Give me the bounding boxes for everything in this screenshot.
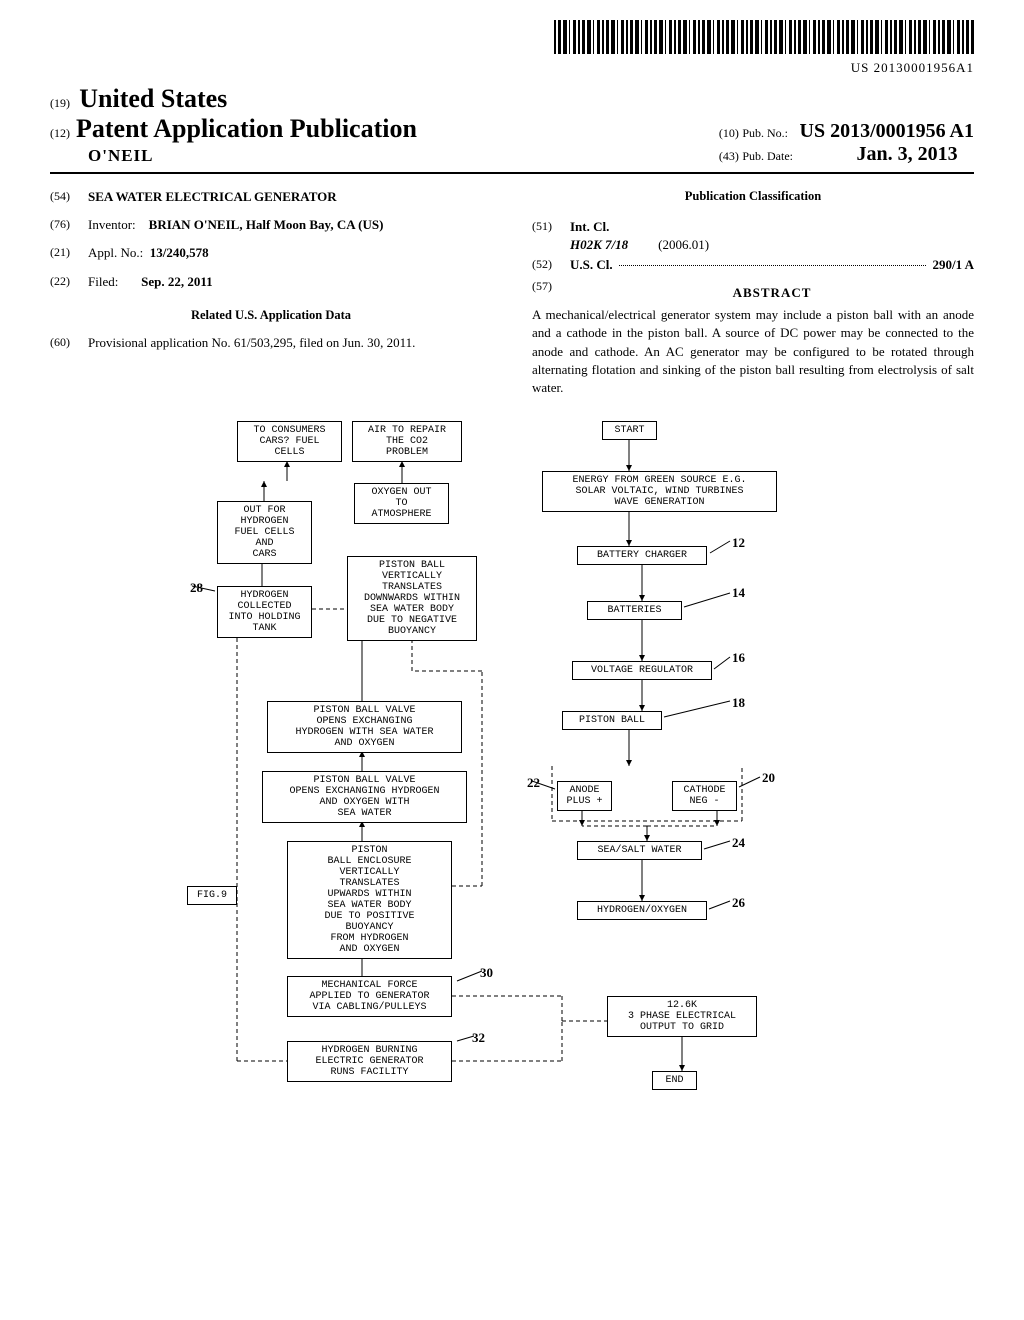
- ref-label-16: 16: [732, 651, 745, 665]
- classification-heading: Publication Classification: [532, 188, 974, 206]
- diagram-box-outh2: OUT FOR HYDROGEN FUEL CELLS AND CARS: [217, 501, 312, 564]
- ref-label-12: 12: [732, 536, 745, 550]
- ref-label-18: 18: [732, 696, 745, 710]
- marker-19: (19): [50, 96, 70, 110]
- applno-value: 13/240,578: [150, 245, 209, 260]
- diagram-box-airco2: AIR TO REPAIR THE CO2 PROBLEM: [352, 421, 462, 462]
- filed-value: Sep. 22, 2011: [141, 274, 213, 289]
- diagram-box-anode: ANODE PLUS +: [557, 781, 612, 811]
- ref-label-28: 28: [190, 581, 203, 595]
- ref-label-32: 32: [472, 1031, 485, 1045]
- right-column: Publication Classification (51) Int. Cl.…: [532, 188, 974, 397]
- applno-label: Appl. No.:: [88, 245, 143, 260]
- left-column: (54) SEA WATER ELECTRICAL GENERATOR (76)…: [50, 188, 492, 397]
- barcode-block: US 20130001956A1: [50, 20, 974, 76]
- diagram-box-h2collected: HYDROGEN COLLECTED INTO HOLDING TANK: [217, 586, 312, 638]
- diagram-wrap: TO CONSUMERS CARS? FUEL CELLSAIR TO REPA…: [50, 421, 974, 1271]
- filed-label: Filed:: [88, 274, 118, 289]
- header-rule: [50, 172, 974, 174]
- intcl-year: (2006.01): [658, 236, 709, 254]
- marker-54: (54): [50, 188, 88, 206]
- diagram-box-pistonup: PISTON BALL ENCLOSURE VERTICALLY TRANSLA…: [287, 841, 452, 959]
- diagram-box-valve2: PISTON BALL VALVE OPENS EXCHANGING HYDRO…: [262, 771, 467, 823]
- ref-label-22: 22: [527, 776, 540, 790]
- diagram-box-start: START: [602, 421, 657, 440]
- intcl-value: H02K 7/18: [570, 236, 628, 254]
- header-row: (19) United States (12) Patent Applicati…: [50, 84, 974, 166]
- diagram-box-cathode: CATHODE NEG -: [672, 781, 737, 811]
- ref-label-30: 30: [480, 966, 493, 980]
- marker-51: (51): [532, 218, 570, 254]
- ref-label-20: 20: [762, 771, 775, 785]
- diagram-box-o2out: OXYGEN OUT TO ATMOSPHERE: [354, 483, 449, 524]
- diagram-box-grid: 12.6K 3 PHASE ELECTRICAL OUTPUT TO GRID: [607, 996, 757, 1037]
- pubdate-label: Pub. Date:: [742, 149, 793, 163]
- publication-title: Patent Application Publication: [76, 114, 417, 144]
- intcl-label: Int. Cl.: [570, 219, 609, 234]
- marker-22: (22): [50, 273, 88, 291]
- inventor-value: BRIAN O'NEIL, Half Moon Bay, CA (US): [149, 217, 384, 232]
- uscl-value: 290/1 A: [932, 256, 974, 274]
- diagram-box-voltreg: VOLTAGE REGULATOR: [572, 661, 712, 680]
- diagram-box-pistonball: PISTON BALL: [562, 711, 662, 730]
- barcode-number: US 20130001956A1: [50, 60, 974, 76]
- marker-43: (43): [719, 149, 739, 163]
- pubdate-value: Jan. 3, 2013: [857, 143, 958, 165]
- diagram-box-fig9: FIG.9: [187, 886, 237, 905]
- biblio-columns: (54) SEA WATER ELECTRICAL GENERATOR (76)…: [50, 188, 974, 397]
- abstract-heading: ABSTRACT: [570, 284, 974, 302]
- diagram-box-end: END: [652, 1071, 697, 1090]
- diagram-box-h2gen: HYDROGEN BURNING ELECTRIC GENERATOR RUNS…: [287, 1041, 452, 1082]
- barcode-graphic: [554, 20, 974, 54]
- marker-60: (60): [50, 334, 88, 352]
- pubno-label: Pub. No.:: [742, 126, 788, 140]
- header-right: (10) Pub. No.: US 2013/0001956 A1 (43) P…: [719, 120, 974, 166]
- related-data-heading: Related U.S. Application Data: [50, 307, 492, 325]
- leader-dots: [619, 256, 927, 266]
- marker-52: (52): [532, 256, 570, 274]
- invention-title: SEA WATER ELECTRICAL GENERATOR: [88, 188, 492, 206]
- diagram-box-pistondown: PISTON BALL VERTICALLY TRANSLATES DOWNWA…: [347, 556, 477, 641]
- pubno-value: US 2013/0001956 A1: [800, 120, 974, 142]
- uscl-label: U.S. Cl.: [570, 256, 613, 274]
- ref-label-14: 14: [732, 586, 745, 600]
- marker-57: (57): [532, 278, 570, 306]
- provisional-text: Provisional application No. 61/503,295, …: [88, 334, 492, 352]
- diagram-box-batteries: BATTERIES: [587, 601, 682, 620]
- diagram-box-h2o2: HYDROGEN/OXYGEN: [577, 901, 707, 920]
- diagram-box-greensrc: ENERGY FROM GREEN SOURCE E.G. SOLAR VOLT…: [542, 471, 777, 512]
- marker-10: (10): [719, 126, 739, 140]
- patent-page: US 20130001956A1 (19) United States (12)…: [0, 0, 1024, 1301]
- inventor-surname: O'NEIL: [50, 146, 417, 166]
- marker-12: (12): [50, 126, 70, 141]
- ref-label-26: 26: [732, 896, 745, 910]
- header-left: (19) United States (12) Patent Applicati…: [50, 84, 417, 166]
- ref-label-24: 24: [732, 836, 745, 850]
- diagram-box-batterycharger: BATTERY CHARGER: [577, 546, 707, 565]
- diagram-box-seawater: SEA/SALT WATER: [577, 841, 702, 860]
- diagram-box-valve1: PISTON BALL VALVE OPENS EXCHANGING HYDRO…: [267, 701, 462, 753]
- diagram-box-mechforce: MECHANICAL FORCE APPLIED TO GENERATOR VI…: [287, 976, 452, 1017]
- diagram-box-consumers: TO CONSUMERS CARS? FUEL CELLS: [237, 421, 342, 462]
- marker-76: (76): [50, 216, 88, 234]
- marker-21: (21): [50, 244, 88, 262]
- flow-diagram: TO CONSUMERS CARS? FUEL CELLSAIR TO REPA…: [162, 421, 862, 1271]
- inventor-label: Inventor:: [88, 217, 136, 232]
- abstract-body: A mechanical/electrical generator system…: [532, 306, 974, 397]
- country-name: United States: [79, 84, 227, 113]
